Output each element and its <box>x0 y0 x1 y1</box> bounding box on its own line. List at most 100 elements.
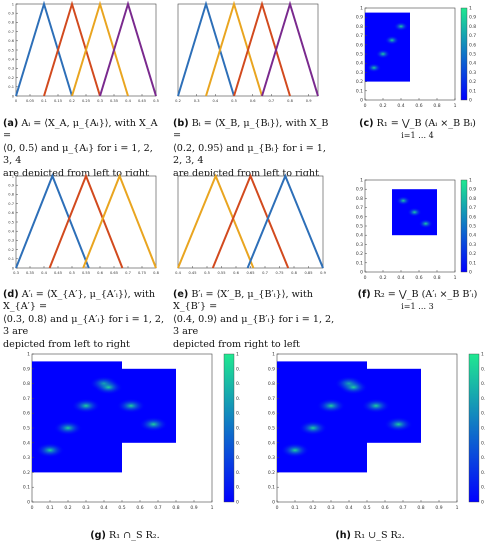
colorbar-tick-label: 0.7 <box>469 33 476 39</box>
caption-f-label: (f) <box>357 289 371 300</box>
heat-peak <box>35 442 65 458</box>
colorbar-tick-label: 1 <box>236 352 239 358</box>
y-tick-label: 0.2 <box>356 79 363 85</box>
y-tick-label: 0.6 <box>23 411 30 417</box>
series-line-1 <box>15 0 73 97</box>
y-tick-label: 0.4 <box>356 61 363 67</box>
x-tick-label: 0.8 <box>433 103 440 109</box>
x-tick-label: 0.8 <box>153 271 159 275</box>
x-tick-label: 0 <box>364 275 367 281</box>
colorbar-tick-label: 1 <box>481 352 484 358</box>
heat-peak <box>71 398 101 414</box>
caption-f-line1: R₂ = ⋁_B (A′ᵢ ×_B B′ᵢ) <box>373 289 478 300</box>
y-tick-label: 0.5 <box>23 426 30 432</box>
caption-b-label: (b) <box>173 118 189 129</box>
caption-e-line1: B′ᵢ = ⟨X′_B, μ_{B′ᵢ}⟩, with X_{B′} = <box>173 289 313 313</box>
colorbar-tick-label: 0 <box>469 270 472 276</box>
x-tick-label: 0.4 <box>175 271 181 275</box>
x-tick-label: 0.3 <box>327 505 334 511</box>
colorbar-tick-label: 0.9 <box>236 366 240 372</box>
y-tick-label: 0.9 <box>356 15 363 21</box>
y-tick-label: 0.8 <box>8 193 14 197</box>
caption-e-label: (e) <box>173 289 189 300</box>
plot-f: 0 0.2 0.4 0.6 0.8 1 0 0.1 0.2 0.3 0.4 0.5 0.6 0.7 0.8 0… <box>356 178 476 282</box>
y-tick-label: 0.5 <box>356 224 363 230</box>
y-tick-label: 0.7 <box>8 30 14 34</box>
caption-d-line1: A′ᵢ = ⟨X_{A′}, μ_{A′ᵢ}⟩, with X_{A′} = <box>3 289 156 313</box>
y-tick-label: 0.4 <box>8 230 14 234</box>
plot-frame <box>15 175 157 269</box>
y-tick-label: 0.3 <box>23 455 30 461</box>
series-line-1 <box>177 0 235 97</box>
x-tick-label: 0.6 <box>415 103 422 109</box>
x-tick-label: 0.85 <box>304 271 312 275</box>
x-tick-label: 0.8 <box>291 271 297 275</box>
x-tick-label: 0.2 <box>64 505 71 511</box>
caption-c: (c) R₁ = ⋁_B (Aᵢ ×_B Bᵢ) i=1 … 4 <box>350 118 485 143</box>
colorbar-tick-label: 0.1 <box>236 485 240 491</box>
x-tick-label: 0.75 <box>138 271 146 275</box>
y-tick-label: 0.8 <box>23 381 30 387</box>
colorbar-tick-label: 0 <box>481 500 484 506</box>
plot-b: 0.2 0.3 0.4 0.5 0.6 0.7 0.8 0.9 <box>175 0 319 103</box>
y-tick-label: 0.2 <box>8 76 14 80</box>
plot-g: 0 0.1 0.2 0.3 0.4 0.5 0.6 0.7 0.8 0.9 1 0 0.1 0.2 0.3 0… <box>23 352 240 512</box>
plot-c: 0 0.2 0.4 0.6 0.8 1 0 0.1 0.2 0.3 0.4 0.5 0.6 0.7 0.8 0… <box>356 6 476 110</box>
y-tick-label: 0.2 <box>268 470 275 476</box>
y-tick-label: 0.9 <box>23 366 30 372</box>
heat-peak <box>396 196 411 206</box>
x-tick-label: 0.5 <box>153 99 159 103</box>
x-tick-label: 0.55 <box>217 271 225 275</box>
y-tick-label: 0 <box>360 270 363 276</box>
x-tick-label: 0.7 <box>399 505 406 511</box>
colorbar-tick-label: 0.1 <box>469 260 476 266</box>
heat-peak <box>53 420 83 436</box>
y-tick-label: 0.4 <box>356 233 363 239</box>
colorbar-tick-label: 0.5 <box>236 426 240 432</box>
series-line-4 <box>261 0 319 97</box>
caption-b-line3: are depicted from left to right <box>173 167 319 179</box>
y-tick-label: 1 <box>360 6 363 12</box>
y-tick-label: 0.5 <box>268 426 275 432</box>
y-tick-label: 0.1 <box>8 257 14 261</box>
x-tick-label: 0.7 <box>125 271 131 275</box>
caption-g-label: (g) <box>90 530 106 541</box>
x-tick-label: 0.7 <box>262 271 268 275</box>
series-line-2 <box>211 173 290 269</box>
caption-a-line2: ⟨0, 0.5⟩ and μ_{Aᵢ} for i = 1, 2, 3, 4 <box>3 142 153 167</box>
x-tick-label: 0.3 <box>82 505 89 511</box>
caption-d-line2: ⟨0.3, 0.8⟩ and μ_{A′ᵢ} for i = 1, 2, 3 a… <box>3 313 165 338</box>
caption-d-label: (d) <box>3 289 19 300</box>
y-tick-label: 0.8 <box>8 21 14 25</box>
x-tick-label: 0.1 <box>291 505 298 511</box>
y-tick-label: 0.6 <box>8 211 14 215</box>
y-tick-label: 0 <box>12 94 15 98</box>
x-tick-label: 0.65 <box>110 271 118 275</box>
colorbar-tick-label: 0.8 <box>481 381 485 387</box>
caption-f: (f) R₂ = ⋁_B (A′ᵢ ×_B B′ᵢ) i=1 … 3 <box>350 289 485 314</box>
colorbar-tick-label: 0.7 <box>481 396 485 402</box>
heat-peak <box>280 442 310 458</box>
y-tick-label: 1 <box>272 352 275 358</box>
x-tick-label: 0.8 <box>172 505 179 511</box>
x-tick-label: 0.7 <box>268 99 274 103</box>
y-tick-label: 0 <box>272 500 275 506</box>
y-tick-label: 0.1 <box>356 88 363 94</box>
colorbar <box>460 7 468 101</box>
y-tick-label: 0.4 <box>8 58 14 62</box>
colorbar <box>468 353 480 503</box>
colorbar-tick-label: 0.7 <box>236 396 240 402</box>
x-tick-label: 0.45 <box>138 99 146 103</box>
colorbar-tick-label: 0.4 <box>469 233 476 239</box>
caption-d-line3: depicted from left to right <box>3 338 130 350</box>
y-tick-label: 0.9 <box>8 184 14 188</box>
colorbar-tick-label: 0.4 <box>469 61 476 67</box>
series-line-3 <box>82 173 157 269</box>
colorbar-tick-label: 0 <box>236 500 239 506</box>
y-tick-label: 0.7 <box>23 396 30 402</box>
y-tick-label: 0.4 <box>268 440 275 446</box>
x-tick-label: 0.65 <box>246 271 254 275</box>
y-tick-label: 0.2 <box>23 470 30 476</box>
colorbar-tick-label: 0.5 <box>481 426 485 432</box>
caption-g-line1: R₁ ∩_S R₂. <box>109 530 160 541</box>
